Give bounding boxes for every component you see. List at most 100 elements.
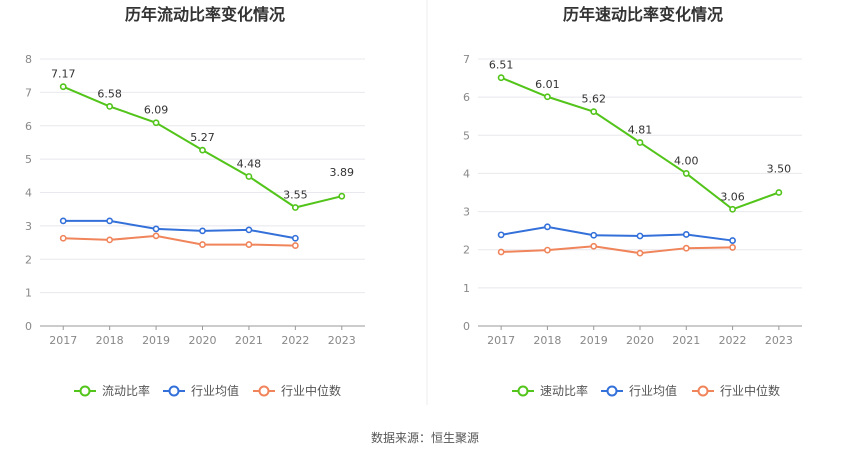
data-point-avg[interactable]	[152, 225, 160, 233]
x-tick-label: 2019	[142, 334, 170, 347]
data-label: 3.06	[720, 190, 745, 203]
legend-label: 行业均值	[191, 383, 239, 398]
quick-ratio-chart: 0 1 2 3 4 5 6 7 2017 2018 2019 2020 2021 2022 2023 6.51…	[463, 53, 802, 347]
data-point-median[interactable]	[152, 232, 160, 240]
data-point-main[interactable]	[245, 173, 253, 180]
data-point-main[interactable]	[152, 119, 160, 127]
legend-label: 行业中位数	[281, 383, 341, 398]
y-tick-label: 8	[25, 53, 32, 66]
legend-item-avg[interactable]: 行业均值	[601, 383, 677, 398]
legend-swatch-marker	[79, 385, 91, 397]
data-point-median[interactable]	[291, 242, 299, 249]
data-label: 5.62	[581, 93, 606, 106]
data-point-median[interactable]	[544, 246, 551, 254]
legend-label: 流动比率	[102, 383, 150, 398]
data-point-median[interactable]	[497, 248, 505, 256]
data-point-median[interactable]	[590, 242, 598, 250]
data-point-main[interactable]	[729, 205, 736, 213]
data-point-main[interactable]	[682, 170, 690, 177]
data-point-avg[interactable]	[245, 226, 253, 234]
legend-label: 速动比率	[540, 383, 588, 398]
data-point-avg[interactable]	[59, 217, 67, 225]
y-tick-label: 4	[463, 167, 470, 180]
data-point-avg[interactable]	[106, 217, 114, 225]
data-point-main[interactable]	[775, 189, 783, 196]
data-point-main[interactable]	[59, 83, 67, 91]
data-point-avg[interactable]	[682, 231, 690, 238]
data-label: 3.89	[330, 166, 355, 179]
x-tick-label: 2020	[626, 334, 654, 347]
x-tick-label: 2018	[96, 334, 124, 347]
data-point-main[interactable]	[106, 102, 114, 110]
chart-title-current-ratio: 历年流动比率变化情况	[125, 5, 285, 24]
series-line-median	[63, 234, 296, 247]
data-point-main[interactable]	[291, 204, 299, 211]
data-label: 6.01	[535, 78, 560, 91]
data-point-avg[interactable]	[497, 231, 505, 239]
data-point-main[interactable]	[636, 139, 644, 146]
y-tick-label: 1	[25, 287, 32, 300]
legend-item-median[interactable]: 行业中位数	[253, 383, 341, 398]
data-label: 6.09	[144, 104, 169, 117]
y-tick-label: 5	[25, 153, 32, 166]
chart-title-quick-ratio: 历年速动比率变化情况	[563, 5, 723, 24]
data-point-main[interactable]	[544, 93, 551, 101]
data-point-avg[interactable]	[636, 232, 644, 240]
legend-item-avg[interactable]: 行业均值	[163, 383, 239, 398]
current-ratio-legend[interactable]: 流动比率 行业均值 行业中位数	[74, 383, 341, 398]
data-point-median[interactable]	[682, 244, 690, 252]
data-label: 3.50	[767, 163, 792, 176]
data-point-main[interactable]	[590, 108, 598, 116]
y-tick-label: 6	[25, 120, 32, 133]
y-tick-label: 0	[463, 320, 470, 333]
y-tick-label: 6	[463, 91, 470, 104]
series-line-avg	[63, 219, 296, 240]
x-tick-label: 2021	[672, 334, 700, 347]
x-tick-label: 2018	[533, 334, 561, 347]
data-point-main[interactable]	[497, 74, 505, 82]
x-tick-label: 2022	[719, 334, 747, 347]
data-point-avg[interactable]	[544, 223, 551, 231]
data-point-median[interactable]	[199, 241, 206, 248]
data-point-avg[interactable]	[291, 234, 299, 242]
data-label: 6.58	[97, 87, 122, 100]
y-tick-label: 3	[463, 206, 470, 219]
quick-ratio-legend[interactable]: 速动比率 行业均值 行业中位数	[512, 383, 780, 398]
legend-item-median[interactable]: 行业中位数	[692, 383, 780, 398]
data-label: 3.55	[283, 189, 308, 202]
data-point-median[interactable]	[59, 234, 67, 242]
data-point-median[interactable]	[729, 244, 736, 251]
series-line-median	[501, 245, 733, 255]
data-point-avg[interactable]	[199, 227, 206, 235]
data-point-main[interactable]	[199, 146, 206, 154]
y-tick-label: 2	[463, 244, 470, 257]
data-label: 6.51	[489, 59, 514, 72]
y-tick-label: 7	[25, 86, 32, 99]
x-tick-label: 2017	[49, 334, 77, 347]
legend-swatch-marker	[517, 385, 529, 397]
x-tick-label: 2023	[328, 334, 356, 347]
x-tick-label: 2022	[281, 334, 309, 347]
data-point-median[interactable]	[245, 241, 253, 248]
y-tick-label: 0	[25, 320, 32, 333]
data-point-main[interactable]	[338, 192, 346, 200]
x-tick-label: 2020	[189, 334, 217, 347]
x-tick-label: 2019	[580, 334, 608, 347]
data-point-median[interactable]	[636, 249, 644, 257]
data-point-avg[interactable]	[590, 231, 598, 239]
y-tick-label: 7	[463, 53, 470, 66]
y-tick-label: 5	[463, 129, 470, 142]
legend-label: 行业均值	[629, 383, 677, 398]
x-tick-label: 2017	[487, 334, 515, 347]
x-tick-label: 2021	[235, 334, 263, 347]
legend-swatch-marker	[168, 385, 180, 397]
data-point-avg[interactable]	[729, 237, 736, 244]
data-point-median[interactable]	[106, 236, 114, 244]
y-tick-label: 1	[463, 282, 470, 295]
legend-item-main[interactable]: 流动比率	[74, 383, 150, 398]
data-label: 4.81	[628, 124, 653, 137]
y-tick-label: 3	[25, 220, 32, 233]
series-line-avg	[500, 225, 733, 242]
legend-item-main[interactable]: 速动比率	[512, 383, 588, 398]
